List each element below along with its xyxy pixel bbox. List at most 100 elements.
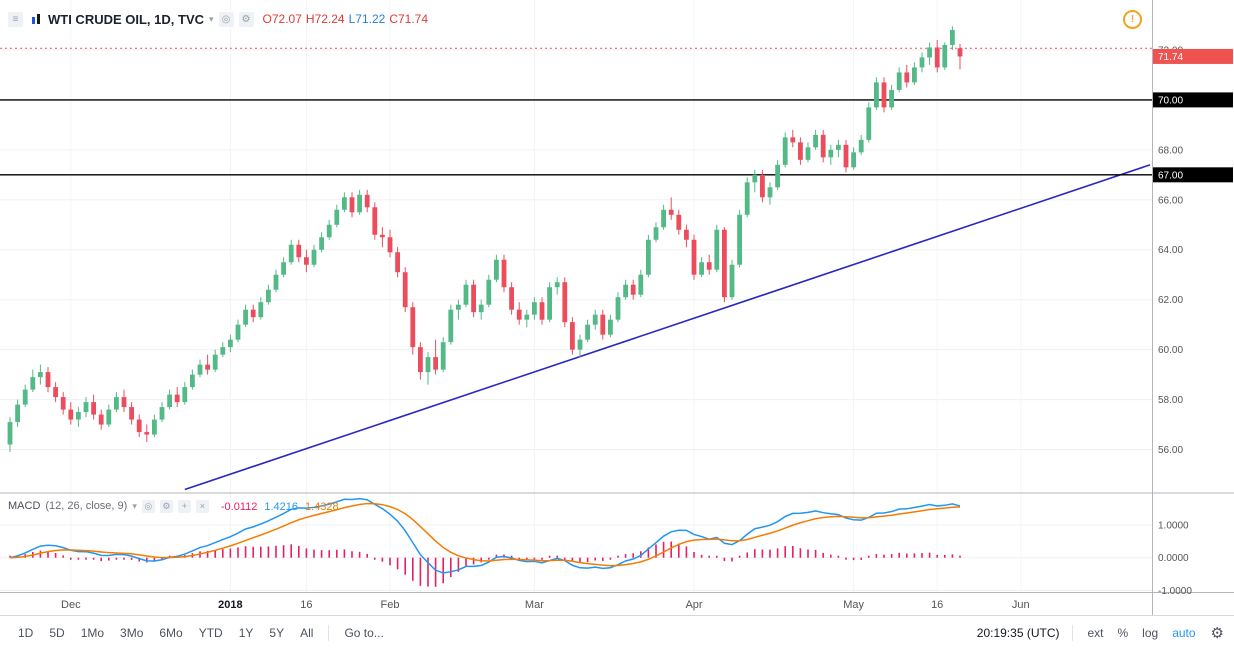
candle-body [433, 357, 438, 370]
time-axis[interactable]: Dec 2018 16 Feb Mar Apr May 16 Jun [61, 599, 1030, 611]
range-button-1y[interactable]: 1Y [238, 625, 254, 640]
candle-body [653, 227, 659, 240]
candle-body [45, 372, 51, 388]
macd-histogram-value: -0.0112 [220, 501, 258, 513]
candle-body [547, 287, 552, 320]
range-button-5y[interactable]: 5Y [269, 625, 285, 640]
price-tick-label: 56.00 [1158, 445, 1183, 456]
candle-body [661, 209, 666, 228]
macd-hist-bar [92, 557, 95, 560]
candle-body [668, 209, 674, 215]
eye-icon[interactable]: ◎ [218, 11, 234, 27]
macd-hist-bar [944, 554, 946, 558]
candle-body [767, 187, 773, 198]
candle-body [456, 304, 461, 310]
macd-hist-bar [814, 549, 817, 558]
macd-signal-line [9, 502, 961, 567]
range-button-3mo[interactable]: 3Mo [120, 625, 144, 640]
candle-body [144, 432, 150, 435]
goto-button[interactable]: Go to... [344, 625, 384, 640]
high-value: H72.24 [305, 12, 345, 26]
indicator-title[interactable]: MACD [8, 500, 41, 512]
add-icon[interactable]: + [177, 499, 191, 513]
trendline[interactable] [184, 164, 1151, 491]
macd-hist-bar [412, 557, 414, 581]
candle-body [752, 174, 758, 183]
macd-hist-bar [488, 557, 490, 560]
time-tick-label: 16 [931, 599, 943, 611]
candle-body [326, 224, 332, 238]
range-button-all[interactable]: All [300, 625, 314, 640]
chart-canvas[interactable]: 72.0068.0066.0064.0062.0060.0058.0056.00… [0, 0, 1234, 615]
chevron-down-icon[interactable]: ▾ [209, 13, 214, 24]
macd-hist-bar [738, 555, 741, 558]
settings-icon[interactable]: ⚙ [159, 499, 173, 513]
candle-body [934, 47, 940, 68]
alert-icon[interactable]: ! [1123, 10, 1142, 29]
gear-icon[interactable]: ⚙ [1210, 624, 1224, 642]
candle-body [372, 207, 378, 235]
macd-hist-bar [868, 555, 870, 558]
candle-body [562, 282, 568, 323]
macd-hist-bar [206, 550, 209, 558]
macd-hist-bar [153, 557, 156, 562]
macd-hist-bar [548, 555, 551, 558]
macd-hist-bar [571, 557, 574, 562]
menu-icon[interactable]: ≡ [8, 11, 23, 27]
candle-body [851, 152, 856, 168]
macd-hist-bar [290, 544, 292, 558]
log-toggle[interactable]: log [1142, 625, 1159, 640]
candle-body [714, 229, 720, 270]
candle-body [744, 182, 750, 215]
candle-body [83, 402, 89, 413]
macd-hist-bar [845, 557, 847, 560]
macd-hist-bar [70, 557, 72, 560]
macd-hist-bar [609, 557, 612, 560]
macd-hist-bar [594, 557, 596, 561]
candle-body [478, 304, 484, 313]
macd-hist-bar [267, 546, 270, 558]
macd-hist-bar [510, 555, 513, 558]
candle-body [106, 409, 112, 425]
price-axis[interactable]: 72.0068.0066.0064.0062.0060.0058.0056.00… [1153, 45, 1233, 597]
symbol-title[interactable]: WTI CRUDE OIL, 1D, TVC [48, 11, 204, 27]
settings-icon[interactable]: ⚙ [238, 11, 254, 27]
candle-body [889, 89, 894, 108]
candle-body [699, 262, 704, 275]
macd-hist-bar [54, 553, 57, 558]
candle-body [912, 67, 917, 83]
chevron-down-icon[interactable]: ▾ [132, 500, 137, 511]
macd-hist-bar [358, 551, 361, 558]
price-tick-label: 68.00 [1158, 145, 1183, 156]
macd-hist-bar [662, 541, 665, 558]
price-line-label [1153, 167, 1233, 183]
%-toggle[interactable]: % [1117, 625, 1129, 640]
clock[interactable]: 20:19:35 (UTC) [976, 625, 1060, 640]
ext-toggle[interactable]: ext [1087, 625, 1104, 640]
candle-body [798, 142, 803, 160]
macd-hist-bar [244, 546, 247, 558]
candle-body [638, 274, 644, 295]
bottom-toolbar: 1D 5D 1Mo 3Mo 6Mo YTD 1Y 5Y All Go to... 20:19:3… [0, 615, 1234, 649]
macd-hist-bar [374, 557, 376, 560]
candle-body [813, 134, 818, 148]
candle-body [608, 319, 613, 335]
macd-hist-bar [343, 549, 346, 558]
candle-body [250, 309, 256, 318]
macd-hist-bar [229, 548, 232, 558]
macd-hist-bar [693, 551, 695, 558]
macd-hist-bar [632, 553, 634, 558]
time-tick-label: Dec [61, 599, 81, 611]
macd-hist-bar [100, 557, 102, 562]
macd-hist-bar [655, 544, 657, 558]
range-button-1mo[interactable]: 1Mo [80, 625, 105, 640]
range-button-5d[interactable]: 5D [49, 625, 65, 640]
range-button-6mo[interactable]: 6Mo [159, 625, 183, 640]
candle-body [524, 314, 530, 320]
range-button-ytd[interactable]: YTD [198, 625, 223, 640]
range-button-1d[interactable]: 1D [18, 625, 34, 640]
auto-toggle[interactable]: auto [1172, 625, 1196, 640]
macd-hist-bar [366, 553, 368, 558]
eye-icon[interactable]: ◎ [141, 499, 155, 513]
close-icon[interactable]: × [195, 499, 209, 513]
